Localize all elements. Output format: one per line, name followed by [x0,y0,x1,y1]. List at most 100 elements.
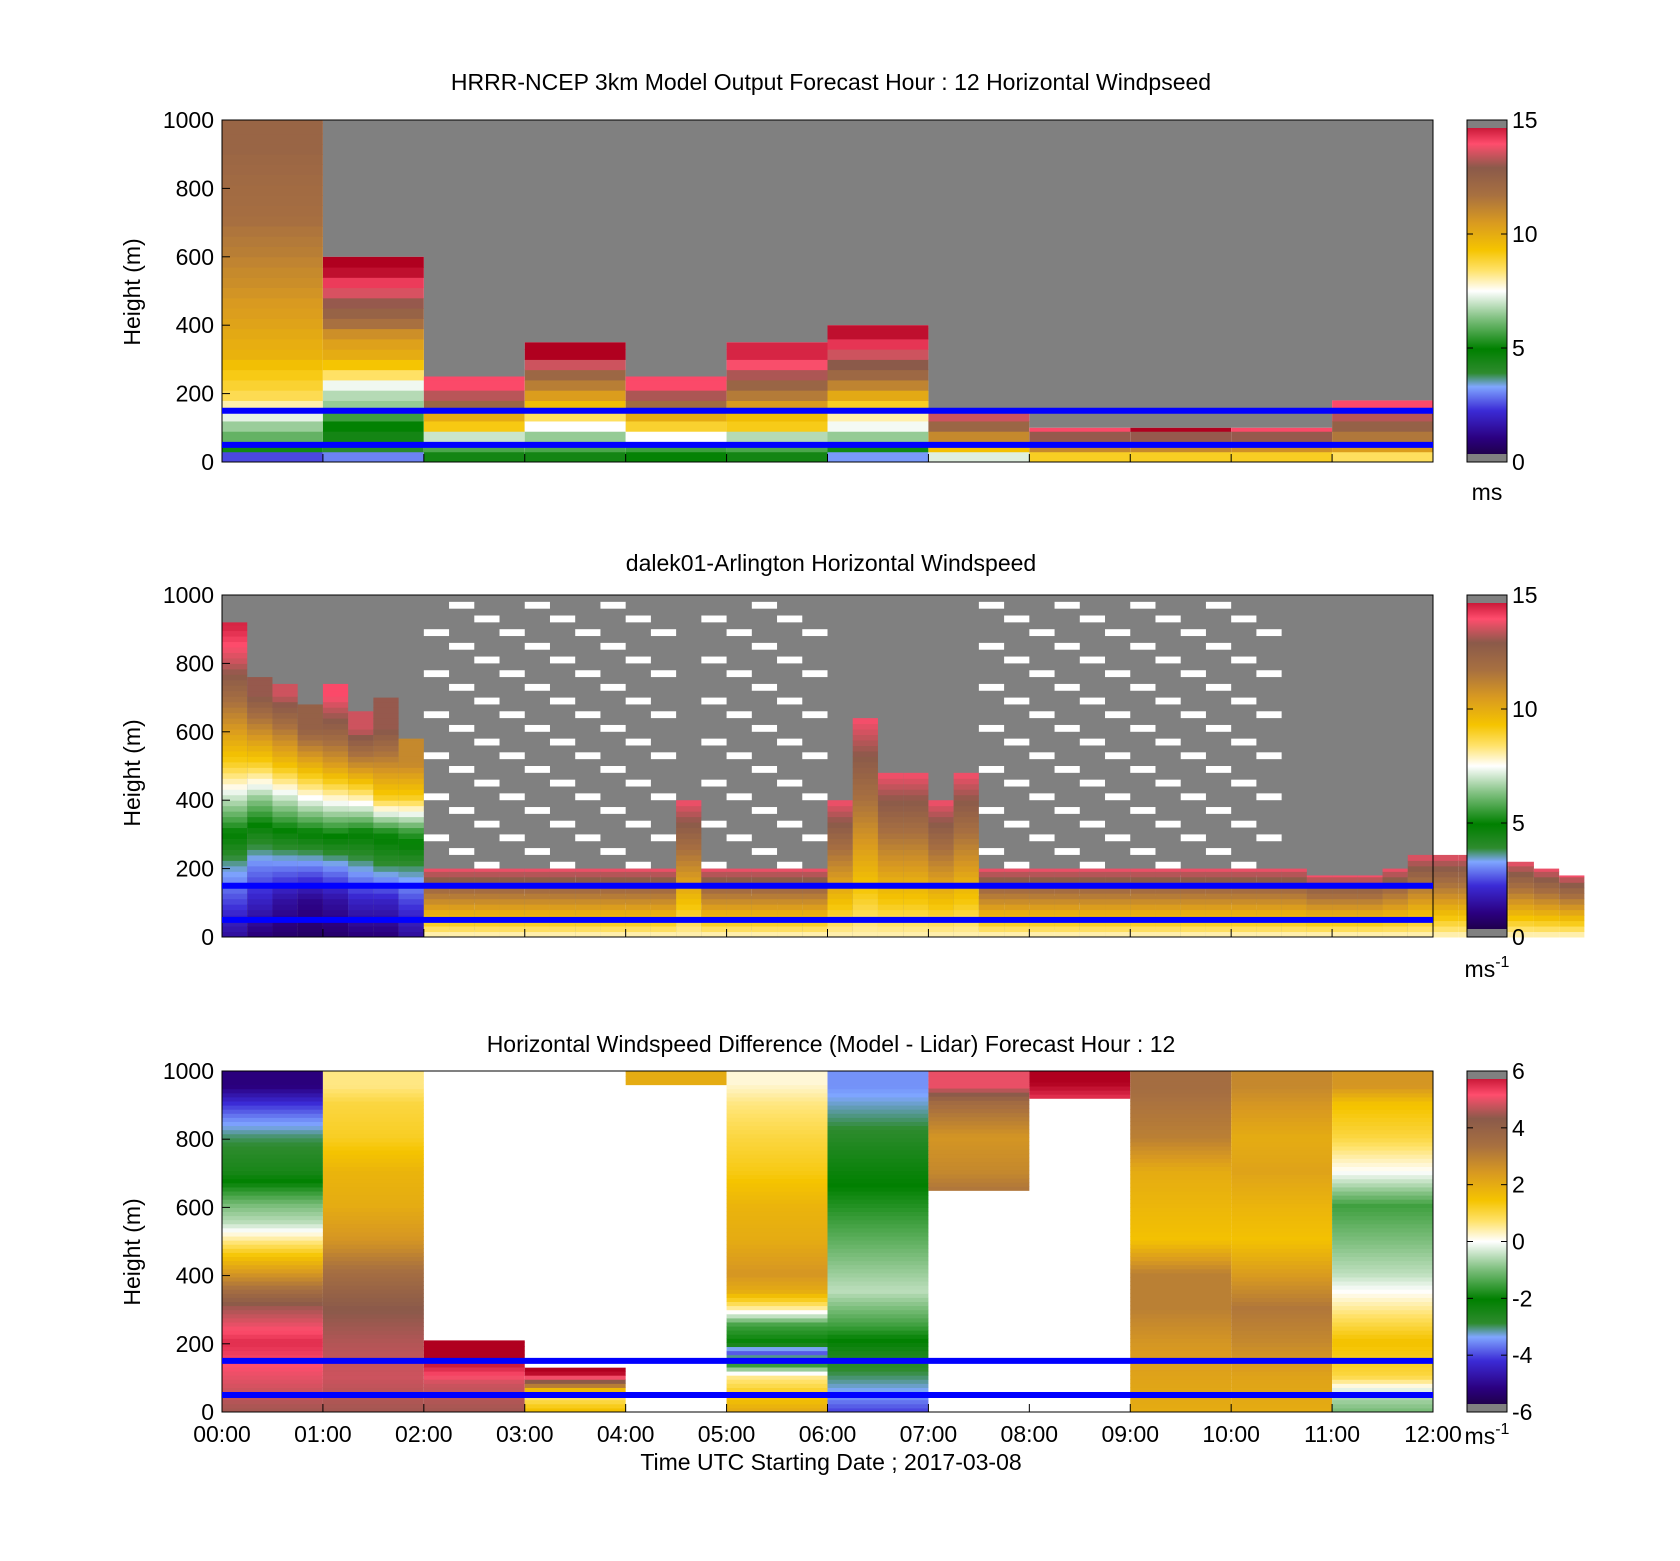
heatmap-cell [1332,1137,1433,1143]
no-data-stripe [549,779,576,787]
heatmap-cell [1130,1399,1232,1405]
heatmap-cell [726,1407,828,1413]
heatmap-cell [222,800,248,807]
heatmap-cell [827,420,929,432]
heatmap-cell [1533,893,1560,900]
no-data-stripe [1004,738,1030,746]
heatmap-cell [1407,926,1433,933]
heatmap-cell [852,838,878,845]
heatmap-cell [1130,1371,1232,1376]
heatmap-cell [1332,1276,1433,1282]
heatmap-cell [348,871,374,878]
heatmap-cell [1029,893,1055,900]
heatmap-cell [373,827,399,834]
heatmap-cell [322,860,349,867]
heatmap-cell [1130,1248,1232,1253]
heatmap-cell [726,920,752,927]
heatmap-cell [222,1174,323,1180]
heatmap-cell [1332,1260,1433,1266]
heatmap-cell [297,740,323,746]
heatmap-cell [1130,1354,1232,1360]
heatmap-cell [978,868,1005,872]
heatmap-cell [348,740,374,746]
panel-model-ylabel: Height (m) [119,238,145,345]
no-data-stripe [1231,615,1257,623]
heatmap-cell [1130,1195,1232,1200]
heatmap-cell [726,1076,828,1082]
heatmap-cell [1130,904,1156,911]
heatmap-cell [499,876,525,883]
heatmap-cell [247,772,273,779]
heatmap-cell [852,926,878,933]
heatmap-cell [1231,1399,1333,1405]
heatmap-cell [297,704,323,708]
heatmap-cell [1306,931,1333,938]
heatmap-cell [726,1403,828,1409]
heatmap-cell [827,1215,929,1221]
heatmap-cell [852,745,878,752]
heatmap-cell [222,1354,323,1360]
heatmap-cell [297,843,323,850]
heatmap-cell [272,740,298,746]
heatmap-cell [827,1146,929,1151]
no-data-stripe [1205,724,1232,732]
heatmap-cell [1231,1309,1333,1315]
heatmap-cell [348,772,374,779]
heatmap-cell [928,1104,1030,1110]
heatmap-cell [726,1227,828,1233]
heatmap-cell [827,1375,929,1380]
heatmap-cell [600,920,626,927]
heatmap-cell [1155,904,1181,911]
heatmap-cell [827,1182,929,1188]
no-data-stripe [1054,807,1080,814]
heatmap-cell [1130,1101,1232,1106]
no-data-stripe [1105,752,1131,760]
heatmap-cell [222,1125,323,1131]
heatmap-cell [877,865,904,872]
heatmap-cell [423,904,450,911]
heatmap-cell [827,1096,929,1102]
heatmap-cell [726,1088,828,1094]
heatmap-cell [423,410,525,422]
heatmap-cell [1130,1084,1232,1090]
heatmap-cell [903,811,929,818]
heatmap-cell [1231,451,1333,463]
heatmap-cell [524,926,550,933]
heatmap-cell [322,1334,424,1339]
colorbar-tick-label: 0 [1512,924,1525,950]
colorbar-unit: ms-1 [1465,954,1510,982]
no-data-stripe [978,807,1005,814]
heatmap-cell [1306,904,1333,911]
heatmap-cell [827,1195,929,1200]
heatmap-cell [575,876,601,883]
heatmap-cell [222,646,248,653]
no-data-stripe [423,629,450,637]
heatmap-cell [222,164,323,176]
heatmap-cell [398,887,424,894]
heatmap-cell [297,761,323,768]
no-data-stripe [751,601,778,609]
heatmap-cell [247,740,273,746]
heatmap-cell [1231,1305,1333,1311]
heatmap-cell [398,904,424,911]
no-data-stripe [751,724,778,732]
heatmap-cell [524,390,626,401]
heatmap-cell [852,816,878,823]
heatmap-cell [827,800,853,807]
heatmap-cell [222,1141,323,1147]
heatmap-cell [1508,861,1534,867]
heatmap-cell [827,865,853,872]
heatmap-cell [222,1121,323,1127]
heatmap-cell [928,1149,1030,1155]
heatmap-cell [625,909,651,916]
heatmap-cell [423,898,450,905]
heatmap-cell [827,1268,929,1274]
heatmap-cell [1533,882,1560,889]
heatmap-cell [297,745,323,752]
no-data-stripe [1231,738,1257,746]
heatmap-cell [348,711,374,714]
heatmap-cell [1130,1260,1232,1266]
no-data-stripe [1029,629,1055,637]
